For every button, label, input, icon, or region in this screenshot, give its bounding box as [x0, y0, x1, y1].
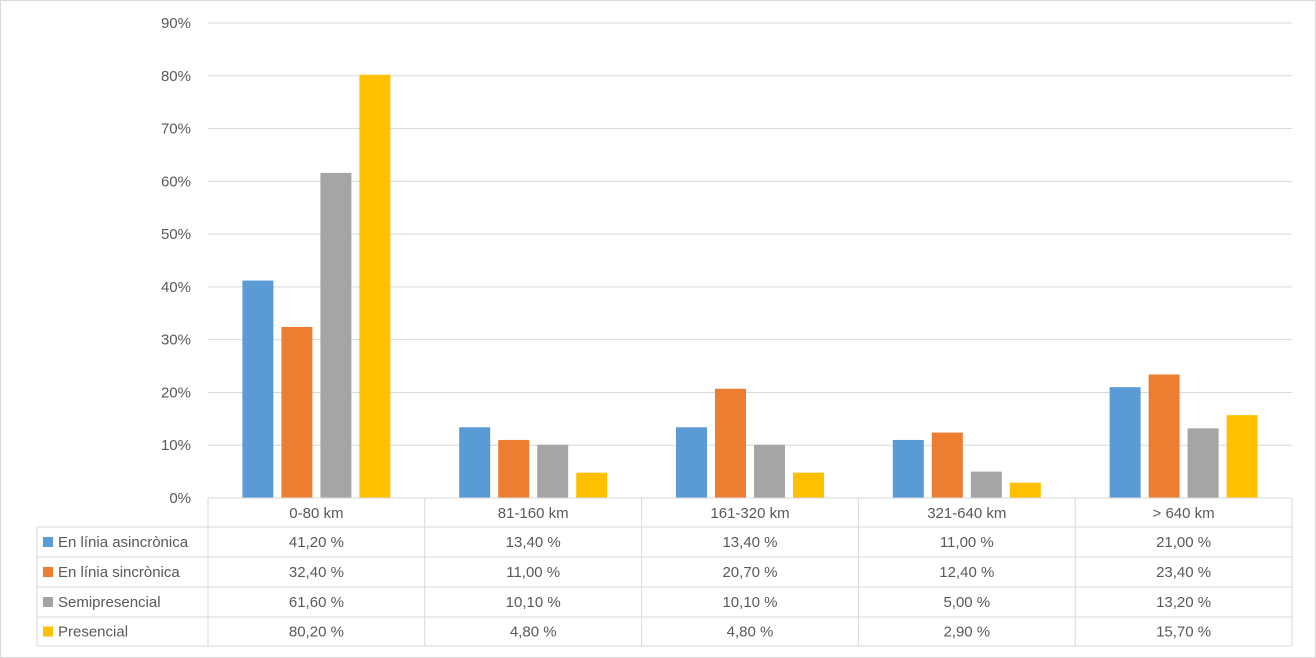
legend-label: En línia asincrònica — [58, 534, 189, 551]
data-table-value: 15,70 % — [1156, 624, 1211, 641]
y-tick-label: 60% — [161, 173, 191, 190]
x-category-label: 321-640 km — [927, 505, 1006, 522]
data-table-value: 61,60 % — [289, 594, 344, 611]
data-table-value: 10,10 % — [722, 594, 777, 611]
bar — [970, 471, 1002, 498]
bar — [793, 472, 824, 498]
data-table-value: 20,70 % — [722, 564, 777, 581]
bar — [576, 472, 608, 498]
data-table-value: 41,20 % — [289, 534, 344, 551]
data-table-value: 11,00 % — [940, 534, 994, 551]
bar — [1148, 374, 1180, 498]
bar — [242, 280, 274, 498]
x-category-label: 81-160 km — [498, 505, 569, 522]
y-tick-label: 70% — [161, 121, 191, 138]
x-category-label: 0-80 km — [289, 505, 343, 522]
data-table-value: 23,40 % — [1156, 564, 1211, 581]
data-table-value: 2,90 % — [943, 624, 990, 641]
data-table-value: 13,20 % — [1156, 594, 1211, 611]
data-table-value: 13,40 % — [506, 534, 561, 551]
data-table-value: 13,40 % — [722, 534, 777, 551]
bar — [1187, 428, 1219, 498]
bar — [1109, 387, 1141, 498]
y-tick-label: 40% — [161, 279, 191, 296]
y-tick-label: 20% — [161, 384, 191, 401]
data-table-value: 21,00 % — [1156, 534, 1211, 551]
data-table-value: 4,80 % — [727, 624, 774, 641]
bar — [1226, 415, 1258, 498]
bar — [715, 388, 746, 498]
bar — [1009, 482, 1041, 498]
data-table-value: 5,00 % — [943, 594, 990, 611]
legend-label: Presencial — [58, 624, 128, 641]
data-table-value: 12,40 % — [939, 564, 994, 581]
y-tick-label: 30% — [161, 332, 191, 349]
legend-key — [43, 626, 53, 637]
bar — [754, 444, 785, 498]
bar — [892, 439, 924, 498]
y-tick-label: 10% — [161, 437, 191, 454]
y-tick-label: 0% — [169, 490, 191, 507]
bar — [931, 432, 963, 498]
legend-key — [43, 597, 53, 607]
bar — [359, 74, 391, 498]
bar — [498, 439, 530, 498]
legend-label: En línia sincrònica — [58, 564, 180, 581]
data-table-value: 80,20 % — [289, 624, 344, 641]
bar — [537, 444, 569, 498]
y-tick-label: 90% — [161, 15, 191, 32]
y-tick-label: 50% — [161, 226, 191, 243]
legend-key — [43, 567, 53, 577]
y-tick-label: 80% — [161, 68, 191, 85]
bar — [320, 172, 352, 498]
data-table-value: 4,80 % — [510, 624, 557, 641]
legend-label: Semipresencial — [58, 594, 161, 611]
x-category-label: > 640 km — [1153, 505, 1215, 522]
data-table-value: 10,10 % — [506, 594, 561, 611]
data-table-value: 32,40 % — [289, 564, 344, 581]
legend-key — [43, 537, 53, 547]
bar — [676, 427, 707, 498]
bar — [459, 427, 491, 498]
x-category-label: 161-320 km — [710, 505, 789, 522]
bar — [281, 327, 313, 498]
data-table-value: 11,00 % — [506, 564, 560, 581]
